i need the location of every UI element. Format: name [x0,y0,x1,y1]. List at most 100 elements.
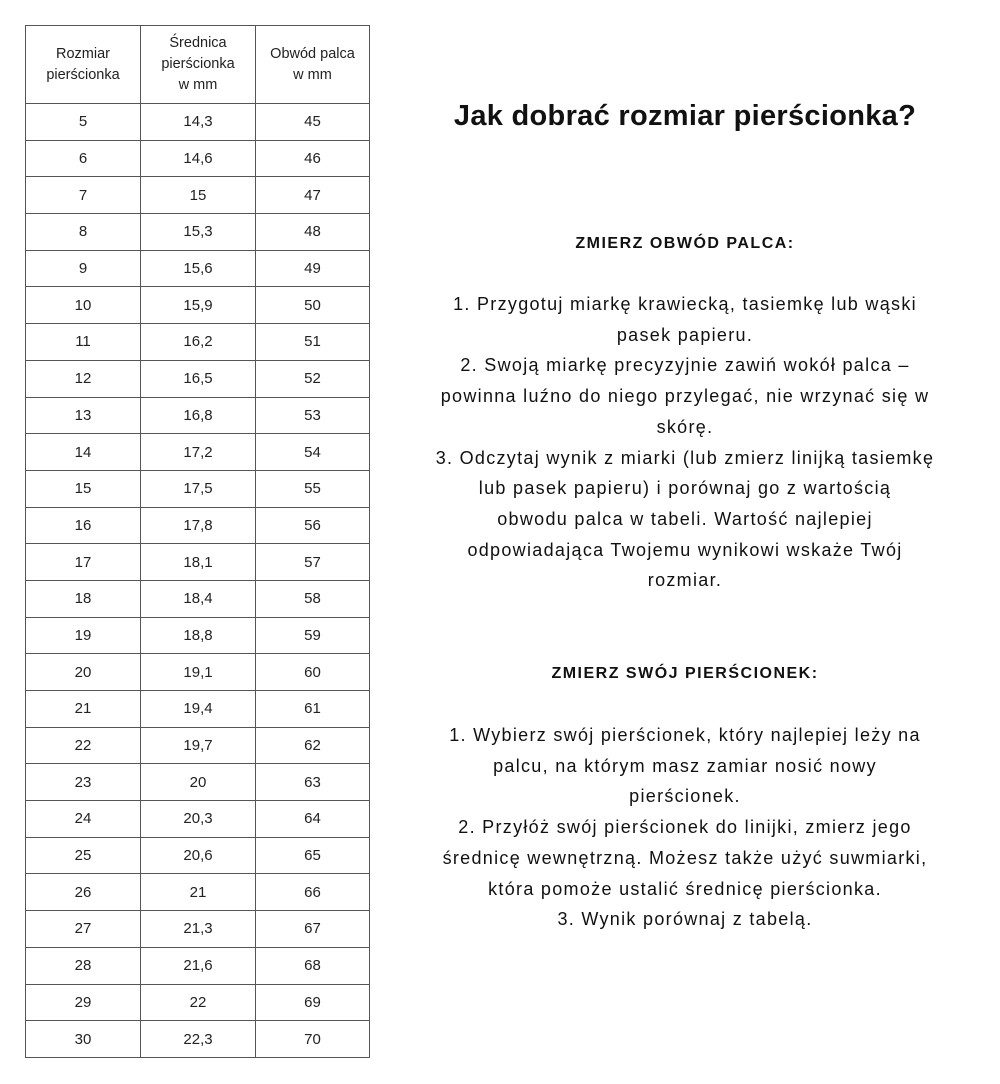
ring-size-table: Rozmiar pierścionka Średnica pierścionka w m… [25,25,370,1058]
table-row: 27 21,3 67 [25,910,370,948]
table-cell: 27 [25,910,141,948]
table-cell: 15,3 [140,213,256,251]
table-cell: 9 [25,249,141,288]
column-header: Średnica pierścionka w mm [140,25,256,104]
table-cell: 14,3 [140,103,256,141]
table-cell: 57 [255,543,370,581]
table-row: 18 18,4 58 [25,579,370,618]
table-row: 5 14,3 45 [25,103,370,141]
table-cell: 51 [255,323,370,361]
ring-instructions: 1. Wybierz swój pierścionek, który najle… [385,720,985,935]
table-cell: 19,7 [140,726,256,765]
table-row: 25 20,6 65 [25,836,370,875]
table-cell: 13 [25,396,141,435]
table-cell: 58 [255,579,370,618]
table-cell: 16,5 [140,359,256,398]
table-cell: 21,6 [140,946,256,985]
table-cell: 5 [25,103,141,141]
table-cell: 62 [255,726,370,765]
table-cell: 48 [255,213,370,251]
table-cell: 49 [255,249,370,288]
table-cell: 23 [25,763,141,802]
table-cell: 56 [255,506,370,545]
table-row: 9 15,6 49 [25,249,370,288]
table-cell: 17 [25,543,141,581]
table-cell: 6 [25,139,141,178]
table-cell: 20,3 [140,800,256,838]
table-cell: 18,4 [140,579,256,618]
table-row: 7 15 47 [25,176,370,215]
instruction-line: która pomoże ustalić średnicę pierścionk… [488,878,882,899]
column-header-line: Średnica [169,35,227,51]
table-cell: 17,5 [140,469,256,508]
table-cell: 28 [25,946,141,985]
table-row: 20 19,1 60 [25,653,370,691]
table-cell: 15 [140,176,256,215]
instruction-line: palcu, na którym masz zamiar nosić nowy [493,755,877,776]
table-cell: 63 [255,763,370,802]
instruction-line: pierścionek. [629,786,741,807]
instruction-line: lub pasek papieru) i porównaj go z warto… [478,478,892,499]
instruction-line: 3. Wynik porównaj z tabelą. [557,909,813,930]
table-cell: 19,1 [140,653,256,691]
table-cell: 18 [25,579,141,618]
table-cell: 22 [140,983,256,1022]
section-heading-ring: ZMIERZ SWÓJ PIERŚCIONEK: [551,665,819,682]
column-header-line: Obwód palca [270,45,355,62]
table-cell: 69 [255,983,370,1022]
table-cell: 18,1 [140,543,256,581]
table-cell: 55 [255,469,370,508]
table-row: 15 17,5 55 [25,469,370,508]
table-cell: 21,3 [140,910,256,948]
table-row: 21 19,4 61 [25,690,370,728]
table-cell: 26 [25,873,141,912]
table-cell: 50 [255,286,370,325]
column-header-line: pierścionka [46,66,120,83]
table-cell: 15,6 [140,249,256,288]
table-row: 26 21 66 [25,873,370,912]
table-cell: 59 [255,616,370,655]
table-cell: 64 [255,800,370,838]
table-cell: 65 [255,836,370,875]
column-header-line: w mm [178,77,218,93]
table-cell: 45 [255,103,370,141]
instruction-line: skórę. [656,416,714,437]
table-row: 19 18,8 59 [25,616,370,655]
column-header-line: Rozmiar [56,45,110,62]
instruction-line: 3. Odczytaj wynik z miarki (lub zmierz l… [435,447,935,468]
table-cell: 21 [140,873,256,912]
table-cell: 10 [25,286,141,325]
table-cell: 46 [255,139,370,178]
table-cell: 7 [25,176,141,215]
table-cell: 21 [25,690,141,728]
instruction-line: średnicę wewnętrzną. Możesz także użyć s… [442,847,928,868]
table-cell: 30 [25,1020,141,1058]
page-title: Jak dobrać rozmiar pierścionka? [453,100,917,132]
table-cell: 61 [255,690,370,728]
table-cell: 66 [255,873,370,912]
instruction-line: odpowiadająca Twojemu wynikowi wskaże Tw… [467,539,903,560]
table-cell: 68 [255,946,370,985]
table-cell: 20 [25,653,141,691]
table-cell: 16,8 [140,396,256,435]
table-row: 8 15,3 48 [25,213,370,251]
table-cell: 15,9 [140,286,256,325]
table-cell: 70 [255,1020,370,1058]
instruction-line: obwodu palca w tabeli. Wartość najlepiej [497,508,873,529]
table-row: 11 16,2 51 [25,323,370,361]
table-row: 10 15,9 50 [25,286,370,325]
table-cell: 24 [25,800,141,838]
instruction-line: rozmiar. [647,570,723,591]
section-heading-finger: ZMIERZ OBWÓD PALCA: [575,235,795,252]
column-header: Rozmiar pierścionka [25,25,141,104]
column-header-line: pierścionka [161,56,235,72]
table-row: 6 14,6 46 [25,139,370,178]
table-cell: 15 [25,469,141,508]
table-cell: 17,2 [140,433,256,471]
finger-instructions: 1. Przygotuj miarkę krawiecką, tasiemkę … [385,289,985,596]
table-row: 16 17,8 56 [25,506,370,545]
table-cell: 52 [255,359,370,398]
table-cell: 11 [25,323,141,361]
column-header-line: w mm [293,66,332,83]
table-cell: 22,3 [140,1020,256,1058]
